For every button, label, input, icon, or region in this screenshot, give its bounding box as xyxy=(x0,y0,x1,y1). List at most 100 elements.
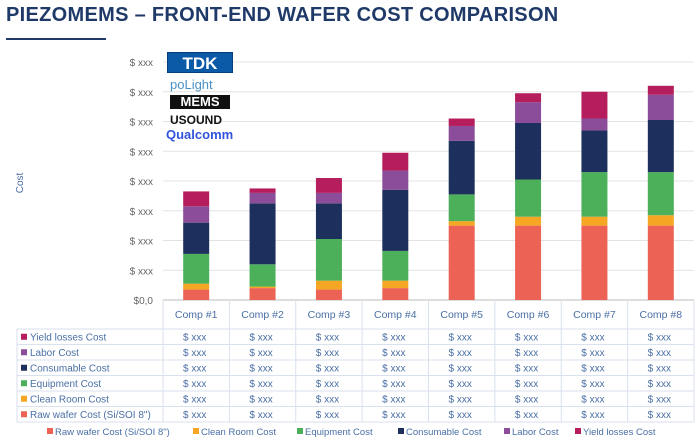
x-category-label: Comp #7 xyxy=(573,309,616,321)
table-cell: $ xxx xyxy=(382,348,405,359)
table-cell: $ xxx xyxy=(581,379,604,390)
table-cell: $ xxx xyxy=(581,394,604,405)
bar-segment xyxy=(249,264,276,287)
legend-swatch xyxy=(297,428,303,434)
table-row-swatch xyxy=(21,333,27,340)
bar-segment xyxy=(515,122,542,180)
bar-segment xyxy=(315,203,342,240)
table-cell: $ xxx xyxy=(449,348,472,359)
table-cell: $ xxx xyxy=(382,394,405,405)
table-cell: $ xxx xyxy=(648,394,671,405)
company-logos: TDK poLight MEMS USOUND Qualcomm xyxy=(164,52,238,143)
table-cell: $ xxx xyxy=(581,363,604,374)
x-category-label: Comp #4 xyxy=(374,309,417,321)
table-cell: $ xxx xyxy=(581,348,604,359)
table-cell: $ xxx xyxy=(515,410,538,421)
bar-segment xyxy=(448,194,475,222)
bar-segment xyxy=(448,221,475,226)
table-row-label: Labor Cost xyxy=(30,348,79,359)
table-row-label: Raw wafer Cost (Si/SOI 8") xyxy=(30,410,151,421)
legend-swatch xyxy=(193,428,199,434)
bar-segment xyxy=(515,93,542,103)
y-tick-label: $ xxx xyxy=(130,237,153,248)
table-cell: $ xxx xyxy=(449,363,472,374)
page-title: PIEZOMEMS – FRONT-END WAFER COST COMPARI… xyxy=(6,4,559,26)
y-tick-label: $ xxx xyxy=(130,266,153,277)
table-cell: $ xxx xyxy=(249,394,272,405)
table-cell: $ xxx xyxy=(316,394,339,405)
y-tick-label: $ xxx xyxy=(130,207,153,218)
bar-segment xyxy=(647,120,674,173)
table-cell: $ xxx xyxy=(316,379,339,390)
bar-segment xyxy=(183,191,210,207)
table-cell: $ xxx xyxy=(316,363,339,374)
table-cell: $ xxx xyxy=(382,379,405,390)
bar-segment xyxy=(382,170,409,190)
table-cell: $ xxx xyxy=(249,363,272,374)
table-cell: $ xxx xyxy=(648,410,671,421)
y-tick-label: $ xxx xyxy=(130,147,153,158)
legend-label: Consumable Cost xyxy=(406,427,482,438)
bar-segment xyxy=(581,172,608,217)
qualcomm-logo: Qualcomm xyxy=(166,127,234,142)
table-cell: $ xxx xyxy=(449,410,472,421)
bar-segment xyxy=(647,215,674,226)
y-tick-label: $0,0 xyxy=(134,296,154,307)
table-row-label: Yield losses Cost xyxy=(30,332,107,343)
usound-logo: USOUND xyxy=(170,113,223,127)
table-row-label: Clean Room Cost xyxy=(30,394,109,405)
legend-label: Raw wafer Cost (Si/SOI 8") xyxy=(55,427,170,438)
legend-swatch xyxy=(575,428,581,434)
bar-segment xyxy=(382,250,409,281)
table-cell: $ xxx xyxy=(183,348,206,359)
table-cell: $ xxx xyxy=(581,410,604,421)
table-cell: $ xxx xyxy=(249,348,272,359)
bar-segment xyxy=(249,188,276,193)
table-cell: $ xxx xyxy=(449,394,472,405)
table-cell: $ xxx xyxy=(183,410,206,421)
bar-segment xyxy=(183,253,210,284)
y-tick-label: $ xxx xyxy=(130,88,153,99)
bar-segment xyxy=(249,288,276,300)
bar-segment xyxy=(382,152,409,171)
x-category-label: Comp #3 xyxy=(308,309,351,321)
table-cell: $ xxx xyxy=(515,363,538,374)
table-cell: $ xxx xyxy=(382,332,405,343)
legend-label: Labor Cost xyxy=(512,427,559,438)
bar-segment xyxy=(581,225,608,300)
table-cell: $ xxx xyxy=(449,379,472,390)
y-tick-label: $ xxx xyxy=(130,118,153,129)
y-tick-label: $ xxx xyxy=(130,177,153,188)
y-tick-label: $ xxx xyxy=(130,58,153,69)
x-category-label: Comp #6 xyxy=(507,309,550,321)
table-row-swatch xyxy=(21,349,27,356)
table-cell: $ xxx xyxy=(249,379,272,390)
legend-swatch xyxy=(398,428,404,434)
bar-segment xyxy=(581,118,608,131)
bar-segment xyxy=(515,179,542,217)
table-row-swatch xyxy=(21,411,27,418)
bar-segment xyxy=(315,280,342,290)
bar-segment xyxy=(515,216,542,226)
y-axis-label: Cost xyxy=(15,172,26,193)
bar-segment xyxy=(448,140,475,195)
table-cell: $ xxx xyxy=(249,332,272,343)
legend-label: Clean Room Cost xyxy=(201,427,276,438)
bar-segment xyxy=(647,225,674,300)
table-cell: $ xxx xyxy=(382,410,405,421)
tdk-logo: TDK xyxy=(167,52,233,73)
table-cell: $ xxx xyxy=(515,394,538,405)
table-cell: $ xxx xyxy=(515,332,538,343)
bar-segment xyxy=(382,189,409,251)
table-row-swatch xyxy=(21,395,27,402)
bar-segment xyxy=(315,192,342,204)
table-cell: $ xxx xyxy=(648,348,671,359)
bar-segment xyxy=(315,289,342,300)
bar-segment xyxy=(249,286,276,289)
bar-segment xyxy=(183,222,210,254)
bar-segment xyxy=(183,206,210,223)
bar-segment xyxy=(581,130,608,173)
x-category-label: Comp #5 xyxy=(440,309,483,321)
bar-segment xyxy=(183,289,210,300)
